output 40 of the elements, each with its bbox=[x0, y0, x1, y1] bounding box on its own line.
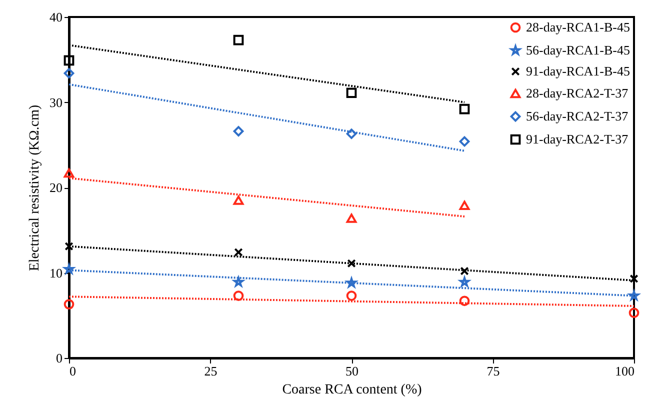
y-tick-label: 30 bbox=[50, 94, 62, 110]
point bbox=[460, 266, 469, 276]
point bbox=[234, 248, 243, 257]
point bbox=[233, 290, 244, 301]
point bbox=[64, 242, 74, 251]
y-tick-label: 0 bbox=[56, 350, 62, 366]
x-tick-label: 100 bbox=[615, 364, 634, 378]
legend-label: 28-day-RCA1-B-45 bbox=[526, 20, 630, 34]
point bbox=[233, 126, 244, 136]
y-tick-label: 10 bbox=[50, 265, 62, 280]
point bbox=[630, 274, 638, 284]
legend-label: 91-day-RCA1-B-45 bbox=[526, 64, 630, 78]
point bbox=[346, 214, 357, 223]
x-tick-label: 75 bbox=[486, 364, 500, 378]
y-tick-label: 20 bbox=[50, 180, 62, 195]
x-tick-label: 25 bbox=[204, 364, 218, 378]
point bbox=[64, 55, 74, 66]
point bbox=[459, 200, 470, 210]
x-tick-label: 50 bbox=[346, 364, 358, 378]
point bbox=[64, 299, 74, 310]
point bbox=[459, 104, 470, 114]
legend-label: 28-day-RCA2-T-37 bbox=[526, 86, 629, 100]
point bbox=[233, 196, 244, 205]
point bbox=[459, 136, 470, 147]
y-axis-title: Electrical resistivity (KΩ.cm) bbox=[28, 104, 42, 272]
legend-label: 91-day-RCA2-T-37 bbox=[526, 132, 629, 146]
point bbox=[346, 290, 357, 301]
point bbox=[64, 168, 74, 178]
point bbox=[459, 296, 470, 306]
point bbox=[347, 259, 356, 268]
y-tick-label: 40 bbox=[50, 10, 62, 24]
point bbox=[233, 34, 244, 46]
point bbox=[346, 128, 357, 139]
x-axis-title: Coarse RCA content (%) bbox=[282, 382, 422, 398]
x-tick-label: 0 bbox=[70, 364, 76, 378]
legend-label: 56-day-RCA1-B-45 bbox=[526, 42, 630, 58]
point bbox=[346, 88, 357, 98]
point bbox=[64, 68, 74, 78]
point bbox=[628, 308, 640, 318]
legend-label: 56-day-RCA2-T-37 bbox=[526, 108, 629, 124]
